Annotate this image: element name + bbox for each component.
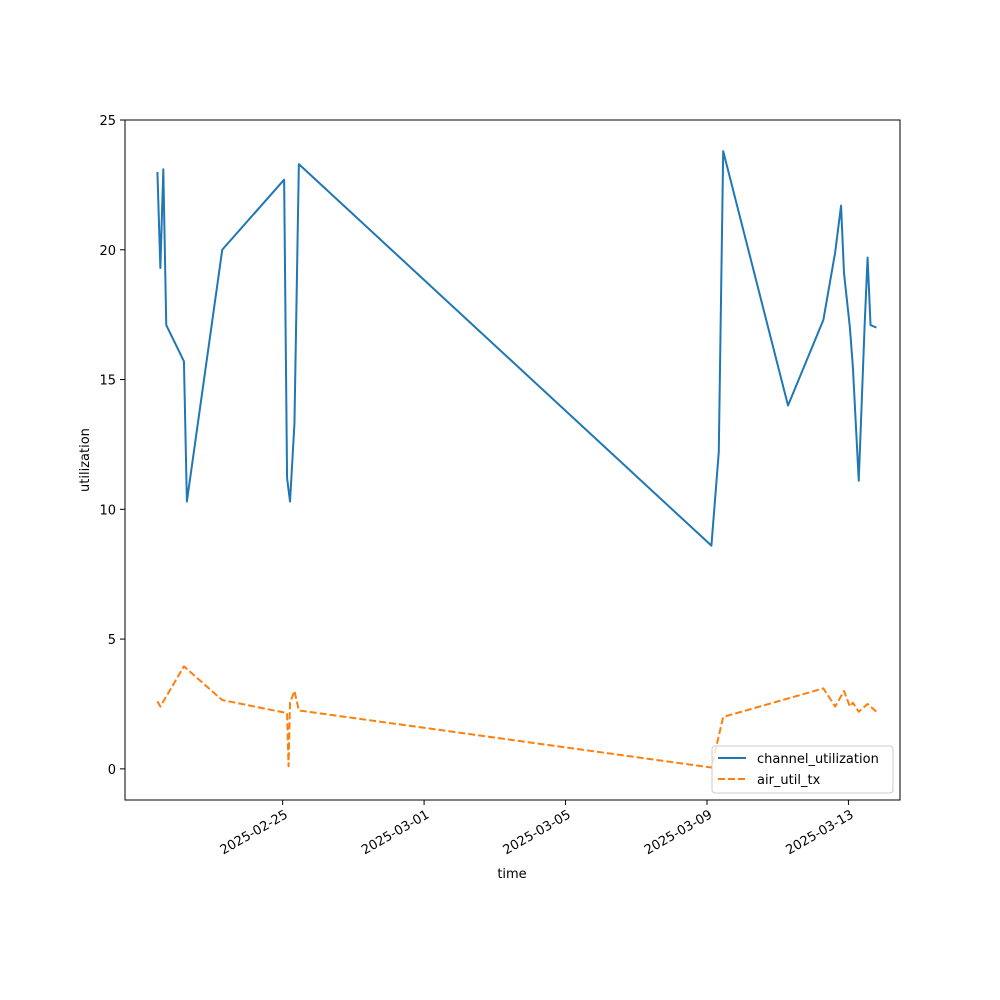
y-tick-label: 15 <box>99 374 116 389</box>
x-axis-label: time <box>497 867 526 882</box>
y-tick-label: 5 <box>108 633 116 648</box>
y-axis-label: utilization <box>78 428 93 492</box>
legend-box <box>711 745 894 794</box>
y-axis-ticks: 0 5 10 15 20 25 <box>99 114 125 778</box>
legend-label-channel-utilization: channel_utilization <box>757 752 879 767</box>
y-tick-label: 10 <box>99 503 116 518</box>
y-tick-label: 25 <box>99 114 116 129</box>
plot-frame <box>124 119 901 801</box>
series-line-air-util-tx <box>156 665 878 769</box>
y-tick-label: 20 <box>99 244 116 259</box>
series-line-channel-utilization <box>156 150 877 547</box>
legend: channel_utilization air_util_tx <box>711 745 894 794</box>
y-tick-label: 0 <box>108 763 116 778</box>
series-layer <box>156 150 878 769</box>
legend-label-air-util-tx: air_util_tx <box>757 773 821 788</box>
